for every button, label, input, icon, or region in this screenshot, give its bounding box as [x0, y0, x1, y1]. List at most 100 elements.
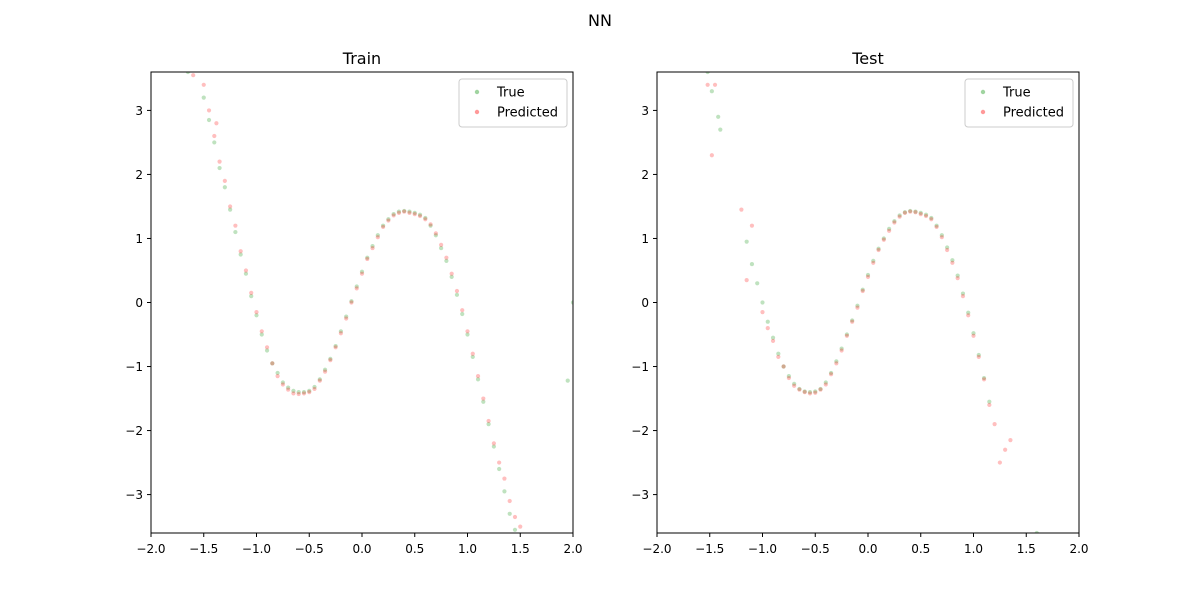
- x-tick-label: 0.5: [405, 542, 424, 556]
- true-point: [338, 329, 343, 334]
- legend-box: [964, 78, 1074, 128]
- predicted-point: [818, 387, 823, 392]
- true-point: [275, 370, 280, 376]
- predicted-point: [433, 231, 438, 236]
- predicted-point: [844, 333, 850, 338]
- predicted-point: [518, 524, 523, 529]
- true-legend-marker: [980, 89, 986, 95]
- true-point: [705, 72, 710, 75]
- predicted-point: [929, 217, 934, 222]
- y-tick-label: 0: [135, 296, 143, 310]
- predicted-point: [776, 354, 781, 360]
- predicted-point: [887, 228, 892, 233]
- predicted-point: [228, 204, 233, 209]
- true-point: [407, 209, 412, 214]
- true-point: [491, 444, 496, 449]
- predicted-point: [981, 377, 987, 382]
- predicted-point: [871, 260, 876, 265]
- predicted-point: [317, 378, 322, 383]
- predicted-point: [423, 217, 428, 222]
- predicted-point: [770, 338, 776, 344]
- test-panel: Test −2.0 −1.5 −1.0 −0.5 0.0 0.5 1.0 1.5 2.0 −3 −2 −…: [631, 49, 1088, 556]
- predicted-point: [381, 224, 386, 230]
- true-point: [987, 399, 992, 404]
- true-point: [328, 356, 333, 361]
- true-point: [939, 233, 944, 238]
- true-point: [243, 271, 249, 276]
- true-point: [270, 361, 275, 366]
- predicted-point: [465, 329, 470, 334]
- predicted-point: [1003, 447, 1008, 452]
- true-point: [486, 422, 491, 427]
- y-tick-label: −3: [631, 488, 649, 502]
- true-point: [465, 332, 470, 337]
- predicted-point: [897, 214, 902, 219]
- predicted-point: [908, 209, 913, 214]
- predicted-point: [344, 316, 349, 321]
- x-tick-label: −2.0: [642, 542, 671, 556]
- true-point: [507, 511, 512, 516]
- predicted-point: [950, 260, 955, 265]
- true-point: [233, 229, 238, 235]
- x-tick-label: 0.0: [352, 542, 371, 556]
- predicted-point: [338, 331, 343, 336]
- true-point: [512, 527, 518, 532]
- predicted-point: [797, 387, 802, 392]
- predicted-point: [850, 319, 855, 324]
- predicted-point: [402, 209, 407, 214]
- predicted-point: [428, 222, 433, 227]
- true-point: [333, 343, 338, 349]
- true-point: [807, 390, 813, 395]
- true-point: [502, 489, 507, 494]
- true-point: [254, 313, 259, 318]
- predicted-point: [391, 213, 396, 218]
- predicted-point: [370, 245, 375, 251]
- predicted-point: [286, 387, 291, 392]
- true-point: [776, 351, 781, 356]
- predicted-point: [386, 218, 391, 223]
- predicted-point: [971, 333, 976, 338]
- x-tick-label: 2.0: [1069, 542, 1088, 556]
- predicted-point: [823, 382, 828, 387]
- true-point: [876, 246, 881, 251]
- predicted-point: [254, 310, 259, 315]
- true-point: [222, 185, 227, 190]
- true-point: [781, 364, 786, 369]
- true-point: [449, 274, 454, 279]
- predicted-point: [475, 374, 481, 379]
- predicted-point: [280, 382, 285, 387]
- predicted-point: [855, 305, 860, 310]
- y-tick-label: −3: [125, 488, 143, 502]
- predicted-point: [744, 277, 749, 283]
- y-tick-label: −1: [631, 360, 649, 374]
- true-point: [375, 233, 380, 238]
- predicted-point: [486, 418, 491, 424]
- predicted-point: [865, 274, 871, 279]
- true-point: [217, 165, 222, 171]
- predicted-point: [781, 364, 786, 369]
- y-tick-label: 2: [135, 168, 143, 182]
- predicted-point: [918, 212, 923, 217]
- true-point: [228, 207, 233, 212]
- predicted-point: [270, 361, 275, 366]
- predicted-point: [955, 276, 960, 281]
- legend: True Predicted: [458, 78, 568, 128]
- y-tick-label: −1: [125, 360, 143, 374]
- legend-box: [458, 78, 568, 128]
- true-point: [423, 215, 428, 221]
- y-tick-label: 1: [135, 232, 143, 246]
- predicted-point: [249, 290, 254, 295]
- true-point: [760, 300, 765, 305]
- predicted-point: [354, 286, 359, 291]
- predicted-point: [206, 108, 212, 113]
- predicted-point: [275, 374, 280, 379]
- true-point: [950, 258, 955, 263]
- true-point: [871, 258, 876, 263]
- true-point: [855, 303, 860, 308]
- true-point: [439, 245, 444, 251]
- predicted-point: [359, 271, 365, 276]
- true-point: [860, 287, 865, 292]
- predicted-point: [813, 390, 818, 395]
- true-point: [955, 273, 960, 278]
- true-point: [960, 291, 966, 296]
